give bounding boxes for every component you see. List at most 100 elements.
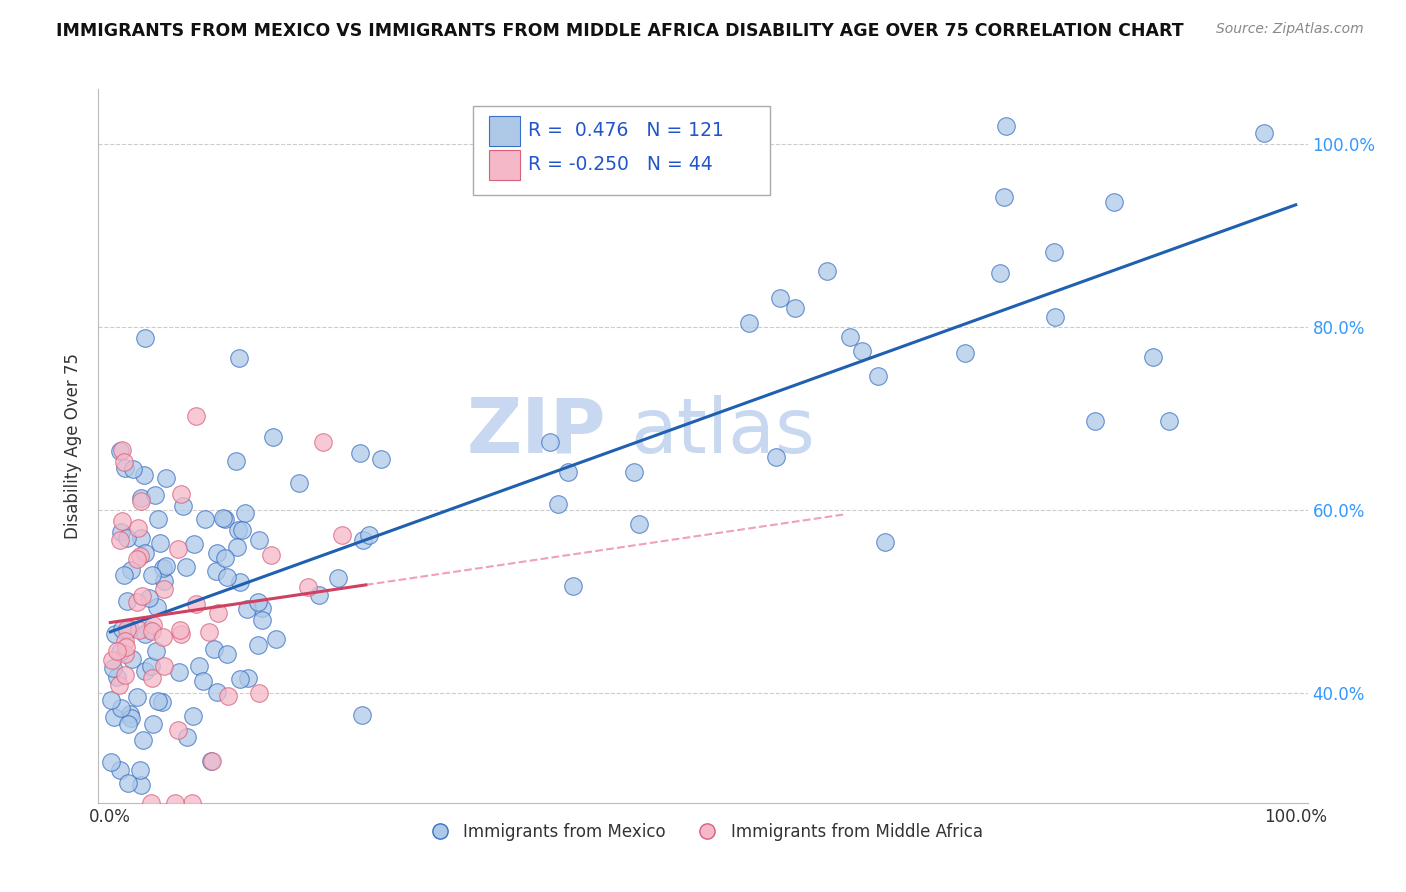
Point xyxy=(188,658,211,673)
Point xyxy=(214,511,236,525)
Point xyxy=(259,548,281,562)
Point xyxy=(132,468,155,483)
Point xyxy=(114,668,136,682)
Point xyxy=(141,671,163,685)
Text: R = -0.250   N = 44: R = -0.250 N = 44 xyxy=(527,155,713,174)
Point xyxy=(312,434,335,449)
Point xyxy=(866,369,889,384)
Point xyxy=(783,301,806,315)
Point xyxy=(111,442,134,457)
Point xyxy=(247,533,270,547)
Point xyxy=(627,517,650,532)
Point xyxy=(326,571,349,585)
Point xyxy=(125,594,148,608)
Point xyxy=(1253,126,1275,140)
Point xyxy=(114,647,136,661)
FancyBboxPatch shape xyxy=(489,116,520,145)
Point xyxy=(297,580,319,594)
Point xyxy=(765,450,787,464)
Point xyxy=(152,574,174,589)
Text: R =  0.476   N = 121: R = 0.476 N = 121 xyxy=(527,121,724,140)
Text: atlas: atlas xyxy=(630,395,815,468)
Point xyxy=(115,640,138,654)
Point xyxy=(100,693,122,707)
Point xyxy=(107,670,129,684)
Point xyxy=(200,755,222,769)
Point xyxy=(138,591,160,605)
Text: ZIP: ZIP xyxy=(467,395,606,468)
Point xyxy=(146,512,169,526)
Point xyxy=(169,624,191,638)
Point xyxy=(117,776,139,790)
Point xyxy=(252,601,274,615)
Point xyxy=(152,658,174,673)
Point xyxy=(127,690,149,704)
Point xyxy=(247,686,270,700)
Point xyxy=(262,429,284,443)
Point xyxy=(172,500,194,514)
Point xyxy=(120,563,142,577)
Point xyxy=(143,488,166,502)
Point xyxy=(217,689,239,703)
Point xyxy=(131,777,153,791)
Point xyxy=(132,733,155,747)
Point xyxy=(134,627,156,641)
Point xyxy=(110,524,132,539)
Point xyxy=(125,552,148,566)
Point xyxy=(138,623,160,637)
Point xyxy=(851,344,873,359)
Point xyxy=(152,560,174,574)
FancyBboxPatch shape xyxy=(474,105,769,194)
Point xyxy=(120,622,142,636)
Point xyxy=(108,645,131,659)
Point xyxy=(121,462,143,476)
Point xyxy=(288,475,311,490)
Point xyxy=(330,528,353,542)
Point xyxy=(153,582,176,596)
Point xyxy=(235,601,257,615)
Legend: Immigrants from Mexico, Immigrants from Middle Africa: Immigrants from Mexico, Immigrants from … xyxy=(416,817,990,848)
Point xyxy=(349,446,371,460)
Point xyxy=(225,454,247,468)
Point xyxy=(538,434,561,449)
Point xyxy=(623,465,645,479)
Point xyxy=(873,534,896,549)
Point xyxy=(308,588,330,602)
Point xyxy=(228,351,250,366)
Point xyxy=(207,606,229,620)
Point xyxy=(229,575,252,590)
Point xyxy=(104,627,127,641)
Point xyxy=(128,623,150,637)
Point xyxy=(215,570,238,584)
Point xyxy=(738,316,761,330)
Point xyxy=(547,497,569,511)
Point xyxy=(120,707,142,722)
Point xyxy=(988,266,1011,280)
Point xyxy=(115,532,138,546)
Point xyxy=(150,695,173,709)
Point xyxy=(170,627,193,641)
Point xyxy=(146,600,169,615)
Point xyxy=(207,685,229,699)
Text: IMMIGRANTS FROM MEXICO VS IMMIGRANTS FROM MIDDLE AFRICA DISABILITY AGE OVER 75 C: IMMIGRANTS FROM MEXICO VS IMMIGRANTS FRO… xyxy=(56,22,1184,40)
Point xyxy=(134,664,156,678)
Point xyxy=(141,624,163,638)
Point xyxy=(264,632,287,647)
Point xyxy=(184,597,207,611)
Point xyxy=(231,523,253,537)
Point xyxy=(112,455,135,469)
Point xyxy=(170,487,193,501)
Point xyxy=(115,622,138,636)
Point xyxy=(211,510,233,524)
Point xyxy=(167,665,190,679)
Point xyxy=(131,589,153,603)
Point xyxy=(112,568,135,582)
Point xyxy=(205,546,228,560)
Point xyxy=(838,330,860,344)
Point xyxy=(142,716,165,731)
Point xyxy=(111,514,134,528)
Point xyxy=(121,652,143,666)
Point xyxy=(250,613,273,627)
Point xyxy=(246,638,269,652)
Point xyxy=(191,673,214,688)
